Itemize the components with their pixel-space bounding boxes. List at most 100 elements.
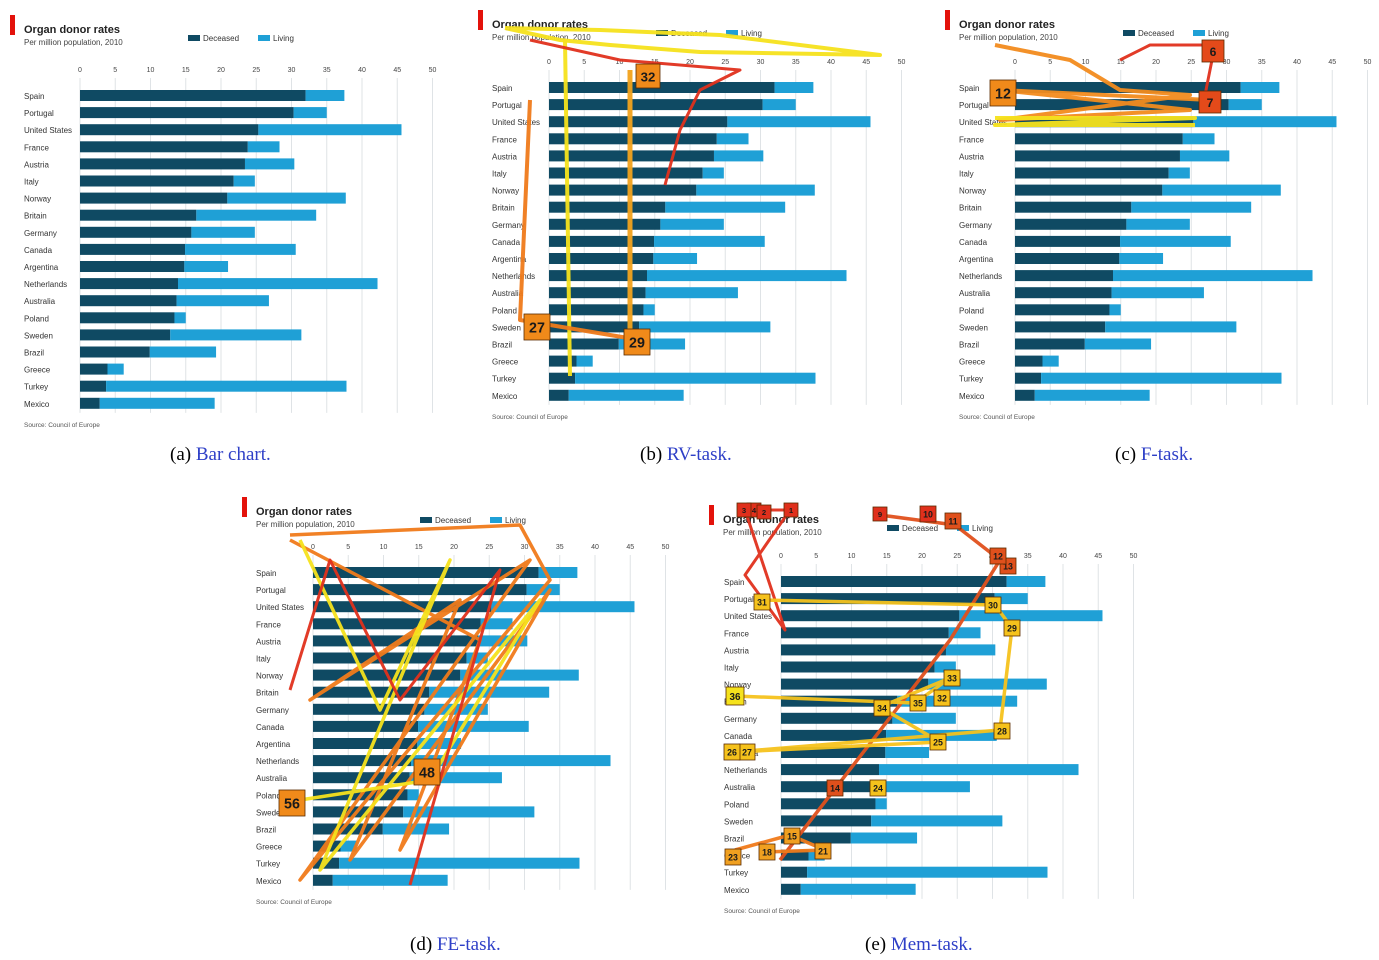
bar-deceased <box>549 184 697 196</box>
bar-deceased <box>1015 167 1169 179</box>
bar-living <box>233 175 255 187</box>
bar-living <box>403 806 535 818</box>
legend-swatch-deceased <box>1123 30 1135 36</box>
bar-deceased <box>80 192 228 204</box>
caption-link[interactable]: RV-task. <box>667 444 732 465</box>
fixation-marker <box>1198 90 1222 114</box>
gaze-path-orange <box>734 833 827 854</box>
chart-source: Source: Council of Europe <box>24 422 100 429</box>
category-label: Australia <box>24 297 56 306</box>
category-label: Australia <box>959 289 991 298</box>
x-tick-label: 25 <box>252 67 260 74</box>
bar-living <box>1034 389 1150 401</box>
bar-living <box>653 253 698 264</box>
x-tick-label: 5 <box>346 544 350 551</box>
bar-deceased <box>549 355 577 367</box>
bar-living <box>106 380 347 392</box>
bar-deceased <box>781 593 995 605</box>
bar-living <box>1179 150 1230 162</box>
category-label: Austria <box>256 637 281 646</box>
fixation-marker <box>623 328 651 356</box>
chart-source: Source: Council of Europe <box>492 414 568 421</box>
legend-label-living: Living <box>505 516 526 525</box>
bar-living <box>1111 287 1204 299</box>
bar-deceased <box>781 610 960 622</box>
category-label: Norway <box>492 187 519 196</box>
bar-deceased <box>313 755 411 767</box>
category-label: Norway <box>24 195 51 204</box>
caption-label: (e) <box>865 934 891 955</box>
chart-subtitle: Per million population, 2010 <box>959 33 1058 42</box>
x-tick-label: 10 <box>1082 59 1090 66</box>
fixation-marker <box>826 779 844 797</box>
caption-link[interactable]: Mem-task. <box>891 934 973 955</box>
bar-living <box>340 840 357 852</box>
bar-deceased <box>781 576 1007 587</box>
category-label: Austria <box>492 152 517 161</box>
category-label: United States <box>492 118 540 127</box>
bar-deceased <box>313 823 383 835</box>
category-label: Italy <box>24 178 39 187</box>
bar-living <box>568 389 684 401</box>
bar-living <box>480 618 513 630</box>
fixation-label: 15 <box>787 832 797 842</box>
category-label: Netherlands <box>492 272 535 281</box>
caption-link[interactable]: F-task. <box>1141 444 1193 465</box>
bar-deceased <box>781 627 949 639</box>
fixation-marker <box>873 699 891 717</box>
caption-link[interactable]: FE-task. <box>437 934 501 955</box>
category-label: Argentina <box>24 263 59 272</box>
legend-swatch-living <box>726 30 738 36</box>
bar-living <box>727 116 871 128</box>
bar-living <box>885 747 930 758</box>
x-tick-label: 35 <box>792 59 800 66</box>
bar-living <box>654 235 765 247</box>
fixation-label: 11 <box>948 517 957 527</box>
category-label: Sweden <box>24 331 53 340</box>
category-label: Brazil <box>24 349 44 358</box>
category-label: Germany <box>492 221 525 230</box>
bar-living <box>1182 133 1215 145</box>
bar-deceased <box>1015 389 1035 401</box>
bar-living <box>1120 235 1231 247</box>
fixation-marker <box>783 827 801 845</box>
x-tick-label: 10 <box>380 544 388 551</box>
fixation-marker <box>1201 39 1225 63</box>
category-label: Argentina <box>256 740 291 749</box>
gaze-path-yellow <box>563 39 572 377</box>
category-label: Austria <box>959 152 984 161</box>
legend-label-living: Living <box>1208 29 1229 38</box>
bar-living <box>994 593 1028 605</box>
x-tick-label: 5 <box>113 67 117 74</box>
category-label: Greece <box>24 366 51 375</box>
category-label: Australia <box>256 774 288 783</box>
bar-living <box>1240 82 1280 93</box>
bar-living <box>466 652 488 664</box>
bar-living <box>247 141 280 153</box>
fixation-label: 12 <box>993 552 1003 562</box>
bar-living <box>409 772 502 784</box>
fixation-label: 21 <box>818 847 828 857</box>
bar-deceased <box>80 209 197 221</box>
title-accent-bar <box>10 15 15 35</box>
panel-caption: (b) RV-task. <box>640 444 732 465</box>
fixation-marker <box>635 63 661 89</box>
chart-subtitle: Per million population, 2010 <box>24 38 123 47</box>
bar-living <box>244 158 295 170</box>
bar-living <box>107 363 124 375</box>
caption-link[interactable]: Bar chart. <box>196 444 271 465</box>
bar-deceased <box>1015 253 1120 264</box>
title-accent-bar <box>478 10 483 30</box>
x-tick-label: 25 <box>485 544 493 551</box>
x-tick-label: 45 <box>1094 553 1102 560</box>
chart-panel-0: Organ donor rates Per million population,… <box>10 15 436 429</box>
fixation-marker <box>919 505 937 523</box>
chart-title: Organ donor rates <box>256 506 352 518</box>
category-label: Mexico <box>959 392 985 401</box>
fixation-label: 27 <box>529 321 545 337</box>
gaze-path-red <box>1119 43 1217 96</box>
category-label: Australia <box>724 783 756 792</box>
bar-living <box>460 669 579 681</box>
panel-caption: (a) Bar chart. <box>170 444 271 465</box>
bar-living <box>293 107 327 119</box>
